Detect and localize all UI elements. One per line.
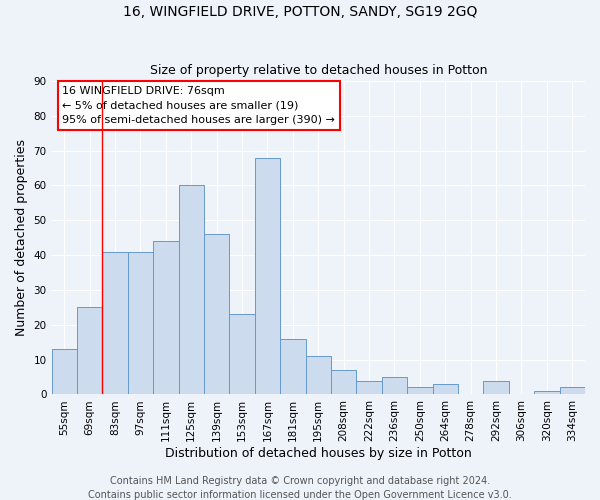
Bar xyxy=(433,384,458,394)
Bar xyxy=(560,388,585,394)
Bar xyxy=(382,377,407,394)
Title: Size of property relative to detached houses in Potton: Size of property relative to detached ho… xyxy=(149,64,487,77)
Bar xyxy=(229,314,255,394)
Text: 16 WINGFIELD DRIVE: 76sqm
← 5% of detached houses are smaller (19)
95% of semi-d: 16 WINGFIELD DRIVE: 76sqm ← 5% of detach… xyxy=(62,86,335,125)
Bar xyxy=(179,186,204,394)
Bar xyxy=(77,308,103,394)
Bar xyxy=(356,380,382,394)
Bar xyxy=(331,370,356,394)
Bar xyxy=(153,241,179,394)
Y-axis label: Number of detached properties: Number of detached properties xyxy=(15,139,28,336)
Bar xyxy=(103,252,128,394)
Text: Contains HM Land Registry data © Crown copyright and database right 2024.
Contai: Contains HM Land Registry data © Crown c… xyxy=(88,476,512,500)
Bar xyxy=(255,158,280,394)
Bar xyxy=(484,380,509,394)
Bar xyxy=(204,234,229,394)
Bar xyxy=(407,388,433,394)
X-axis label: Distribution of detached houses by size in Potton: Distribution of detached houses by size … xyxy=(165,447,472,460)
Bar xyxy=(305,356,331,395)
Bar xyxy=(128,252,153,394)
Text: 16, WINGFIELD DRIVE, POTTON, SANDY, SG19 2GQ: 16, WINGFIELD DRIVE, POTTON, SANDY, SG19… xyxy=(123,5,477,19)
Bar xyxy=(280,338,305,394)
Bar xyxy=(534,391,560,394)
Bar xyxy=(52,349,77,395)
